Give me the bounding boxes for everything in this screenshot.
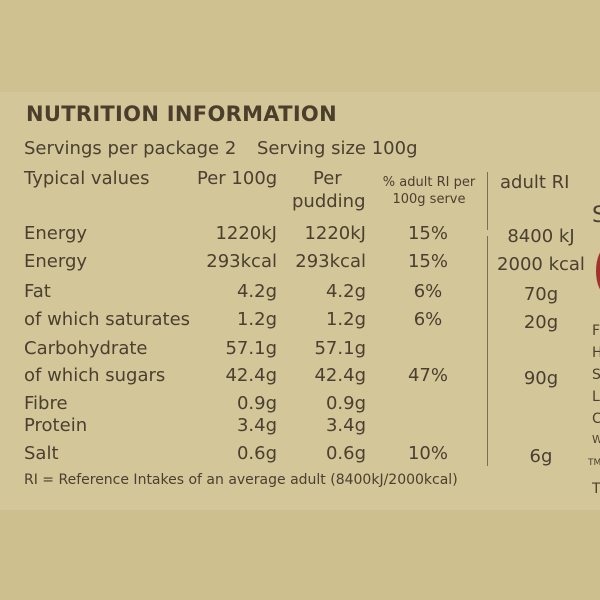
- panel-title: NUTRITION INFORMATION: [26, 102, 337, 126]
- row-label: Fibre: [24, 393, 68, 414]
- row-per-pudding: 3.4g: [325, 415, 366, 436]
- row-ri-percent: 6%: [413, 281, 443, 302]
- column-divider: [487, 236, 488, 466]
- row-ri-percent: 6%: [413, 309, 443, 330]
- row-adult-ri: 2000 kcal: [497, 254, 585, 275]
- header-per-100g: Per 100g: [197, 168, 278, 189]
- header-per-pudding-line1: Per: [313, 168, 342, 189]
- edge-fragment: W: [592, 433, 600, 446]
- row-per-pudding: 1.2g: [325, 309, 366, 330]
- row-per-100g: 42.4g: [225, 365, 277, 386]
- row-label: Fat: [24, 281, 51, 302]
- header-divider: [487, 172, 488, 230]
- row-per-100g: 4.2g: [236, 281, 277, 302]
- row-per-100g: 57.1g: [225, 338, 277, 359]
- header-ri-percent: % adult RI per 100g serve: [374, 174, 484, 208]
- row-ri-percent: 15%: [407, 223, 448, 244]
- row-label: Energy: [24, 223, 88, 244]
- row-per-100g: 3.4g: [236, 415, 277, 436]
- row-per-pudding: 4.2g: [325, 281, 366, 302]
- row-per-100g: 0.6g: [236, 443, 277, 464]
- header-ri-percent-line2: 100g serve: [392, 192, 466, 207]
- row-per-pudding: 42.4g: [314, 365, 366, 386]
- row-per-pudding: 57.1g: [314, 338, 366, 359]
- row-adult-ri: 90g: [523, 368, 559, 389]
- edge-fragment: H: [592, 345, 600, 361]
- background-top: [0, 0, 600, 92]
- row-label: Energy: [24, 251, 88, 272]
- row-per-pudding: 293kcal: [295, 251, 366, 272]
- ri-footnote: RI = Reference Intakes of an average adu…: [24, 472, 458, 488]
- serving-size: Serving size 100g: [257, 138, 418, 159]
- row-adult-ri: 6g: [529, 446, 553, 467]
- row-per-pudding: 0.9g: [325, 393, 366, 414]
- row-label: Salt: [24, 443, 59, 464]
- row-per-pudding: 0.6g: [325, 443, 366, 464]
- red-logo-edge: [596, 248, 600, 294]
- row-label: of which sugars: [24, 365, 166, 386]
- nutrition-panel: [0, 92, 600, 510]
- row-label: Protein: [24, 415, 88, 436]
- edge-fragment: F: [592, 323, 600, 339]
- row-adult-ri: 20g: [523, 312, 559, 333]
- edge-fragment: TM: [588, 458, 600, 468]
- edge-fragment: S: [592, 203, 600, 228]
- row-label: of which saturates: [24, 309, 191, 330]
- header-per-pudding-line2: pudding: [292, 191, 366, 212]
- row-ri-percent: 10%: [407, 443, 448, 464]
- header-typical-values: Typical values: [24, 168, 150, 189]
- edge-fragment: L: [592, 389, 600, 405]
- header-adult-ri: adult RI: [500, 172, 570, 193]
- row-label: Carbohydrate: [24, 338, 148, 359]
- background-bottom: [0, 510, 600, 600]
- servings-per-package: Servings per package 2: [24, 138, 237, 159]
- row-per-100g: 1220kJ: [215, 223, 277, 244]
- row-ri-percent: 15%: [407, 251, 448, 272]
- edge-fragment: S: [592, 367, 600, 383]
- edge-fragment: T: [592, 481, 600, 497]
- row-adult-ri: 8400 kJ: [507, 226, 575, 247]
- row-per-100g: 0.9g: [236, 393, 277, 414]
- row-per-100g: 1.2g: [236, 309, 277, 330]
- row-per-100g: 293kcal: [206, 251, 277, 272]
- row-ri-percent: 47%: [407, 365, 448, 386]
- edge-fragment: C: [592, 411, 600, 427]
- row-adult-ri: 70g: [523, 284, 559, 305]
- header-ri-percent-line1: % adult RI per: [382, 175, 476, 190]
- row-per-pudding: 1220kJ: [304, 223, 366, 244]
